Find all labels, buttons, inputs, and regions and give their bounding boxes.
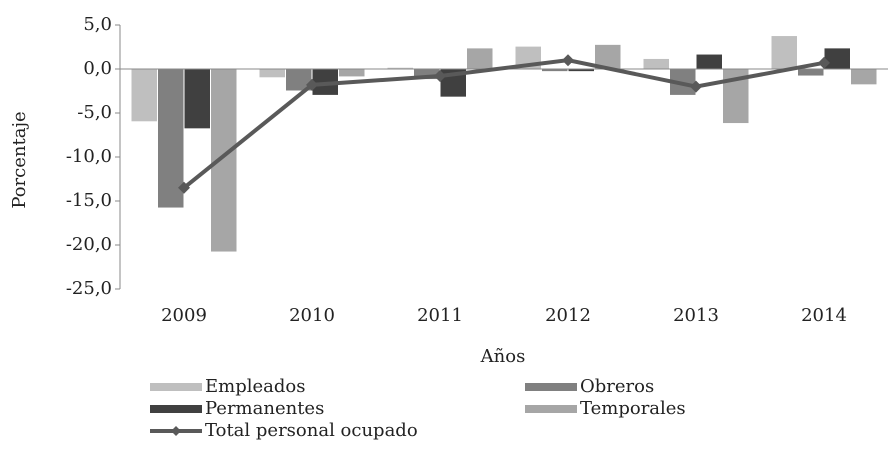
bar — [338, 68, 366, 78]
y-tick-label: 5,0 — [83, 14, 112, 35]
legend-swatch — [525, 405, 577, 413]
legend-label: Empleados — [205, 376, 305, 397]
bar — [850, 68, 878, 86]
legend-label: Permanentes — [205, 398, 324, 419]
legend-swatch — [525, 383, 577, 391]
legend-label: Total personal ocupado — [205, 420, 418, 441]
legend-swatch — [150, 405, 202, 413]
x-tick-label: 2013 — [673, 305, 719, 326]
legend-label: Temporales — [580, 398, 686, 419]
x-tick-label: 2010 — [289, 305, 335, 326]
legend-swatch — [171, 426, 181, 436]
bar — [130, 68, 158, 123]
line-marker — [306, 78, 318, 91]
y-axis-label: Porcentaje — [9, 111, 30, 208]
x-tick-label: 2014 — [801, 305, 847, 326]
line-marker — [178, 181, 190, 194]
x-tick-label: 2009 — [161, 305, 207, 326]
y-tick-label: -20,0 — [66, 234, 112, 255]
y-tick-label: 0,0 — [83, 58, 112, 79]
x-axis-label: Años — [480, 346, 526, 367]
line-marker — [434, 70, 446, 83]
bar — [695, 53, 723, 70]
line-marker — [690, 80, 702, 93]
bar — [466, 47, 494, 70]
bar — [157, 68, 185, 209]
bar — [770, 35, 798, 70]
bar — [258, 68, 286, 79]
x-tick-label: 2012 — [545, 305, 591, 326]
bar — [183, 68, 211, 130]
y-tick-label: -5,0 — [77, 102, 112, 123]
bar — [642, 57, 670, 70]
bar — [797, 68, 825, 77]
line-marker — [562, 54, 574, 67]
y-tick-label: -10,0 — [66, 146, 112, 167]
line-marker — [818, 56, 830, 69]
x-tick-label: 2011 — [417, 305, 463, 326]
line — [182, 58, 825, 190]
legend-label: Obreros — [580, 376, 654, 397]
bar — [210, 68, 238, 253]
bar — [823, 47, 851, 70]
y-tick-label: -25,0 — [66, 278, 112, 299]
legend-swatch — [150, 383, 202, 391]
y-tick-label: -15,0 — [66, 190, 112, 211]
